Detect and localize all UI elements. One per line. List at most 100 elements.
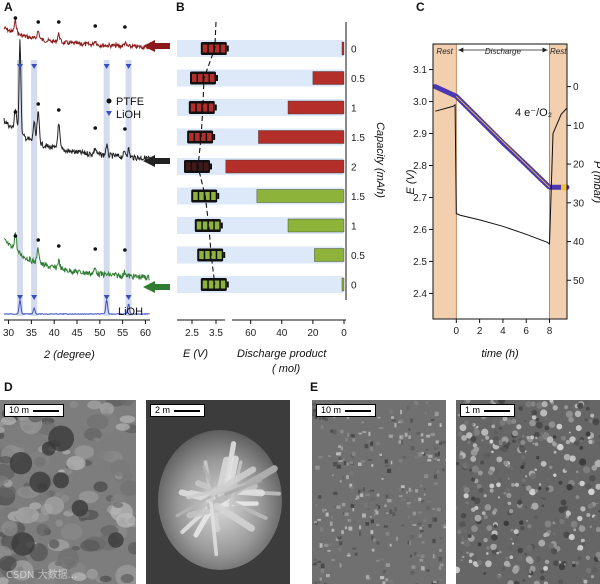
particle [538, 487, 542, 491]
voltage-tick-label: 2.4 [413, 289, 427, 300]
speck [434, 411, 439, 417]
particle [530, 435, 534, 440]
speck [417, 522, 422, 526]
speck [435, 440, 439, 444]
tick-label: 35 [26, 328, 38, 339]
particle [518, 406, 523, 411]
speck [398, 495, 403, 498]
speck [375, 523, 380, 526]
particle [465, 501, 469, 505]
grain [15, 506, 39, 524]
particle [553, 450, 557, 454]
phase-label-1: Discharge [485, 47, 522, 56]
speck [349, 461, 354, 465]
particle [460, 541, 464, 545]
legend-lioh-marker [106, 111, 112, 116]
lioh-band-0 [16, 60, 23, 316]
particle [592, 418, 600, 426]
grain [99, 575, 112, 583]
speck [388, 434, 393, 438]
battery-cell [211, 192, 216, 200]
particle [545, 487, 550, 491]
xrd-curve-0 [3, 19, 150, 50]
particle [544, 559, 550, 565]
grain [0, 426, 5, 434]
particle [563, 453, 571, 461]
particle [490, 543, 497, 551]
speck [317, 560, 322, 563]
grain [66, 455, 86, 471]
panel-a-xrd: A PTFE LiOH LiOH 30 35 40 45 50 55 60 2 (degre… [3, 0, 170, 361]
particle [541, 401, 548, 408]
voltage-tick-label: 3.1 [413, 65, 427, 76]
speck [382, 569, 386, 574]
speck [357, 462, 362, 466]
particle [553, 560, 559, 567]
grain [93, 437, 100, 442]
speck [410, 570, 415, 575]
particle [476, 435, 480, 438]
speck [421, 566, 425, 571]
battery-terminal [210, 163, 212, 170]
lioh-band-3 [125, 60, 132, 316]
battery-terminal [226, 45, 229, 52]
speck [400, 409, 403, 415]
particle [511, 483, 515, 487]
particle [460, 526, 468, 534]
particle [536, 456, 540, 460]
speck [414, 401, 419, 406]
particle [522, 579, 526, 582]
lioh-peak-marker [103, 64, 110, 69]
particle [533, 431, 540, 438]
particle [464, 420, 469, 425]
particle [490, 533, 498, 541]
battery-cell [196, 103, 202, 112]
speck [420, 484, 423, 488]
particle [473, 497, 481, 505]
ptfe-peak-marker [123, 25, 127, 29]
speck [358, 432, 362, 435]
speck [381, 478, 384, 480]
particle [585, 483, 592, 490]
speck [440, 441, 446, 444]
particle [460, 550, 463, 554]
speck [320, 425, 324, 429]
battery-terminal [214, 104, 217, 111]
pressure-tick-label: 30 [573, 198, 585, 209]
arrowhead [542, 47, 548, 53]
particle [518, 520, 524, 525]
speck [331, 558, 335, 562]
particle [552, 435, 557, 439]
panel-b-letter: B [176, 0, 185, 14]
battery-cell [202, 221, 208, 230]
grain [80, 539, 101, 552]
speck [439, 423, 442, 427]
battery-cell [210, 74, 215, 82]
speck [413, 498, 417, 502]
speck [313, 558, 318, 561]
speck [350, 504, 355, 508]
speck [436, 458, 440, 462]
particle [553, 473, 557, 477]
speck [385, 494, 389, 499]
product-tick-label: 60 [245, 328, 257, 339]
particle [520, 525, 525, 531]
battery-cell [208, 103, 214, 112]
speck [433, 482, 438, 485]
particle [522, 435, 525, 438]
speck [419, 526, 422, 530]
particle [476, 559, 483, 566]
ptfe-peak-marker [36, 20, 41, 24]
particle [507, 501, 512, 506]
speck [375, 559, 380, 562]
legend-a: PTFE LiOH [106, 96, 144, 121]
battery-cell [208, 280, 214, 289]
speck [372, 538, 376, 542]
grain [84, 428, 102, 441]
speck [406, 498, 409, 502]
lioh-peak-marker [31, 295, 38, 300]
particle [484, 504, 492, 511]
ptfe-peak-marker [36, 102, 41, 106]
grain [119, 415, 136, 424]
particle [583, 466, 591, 474]
